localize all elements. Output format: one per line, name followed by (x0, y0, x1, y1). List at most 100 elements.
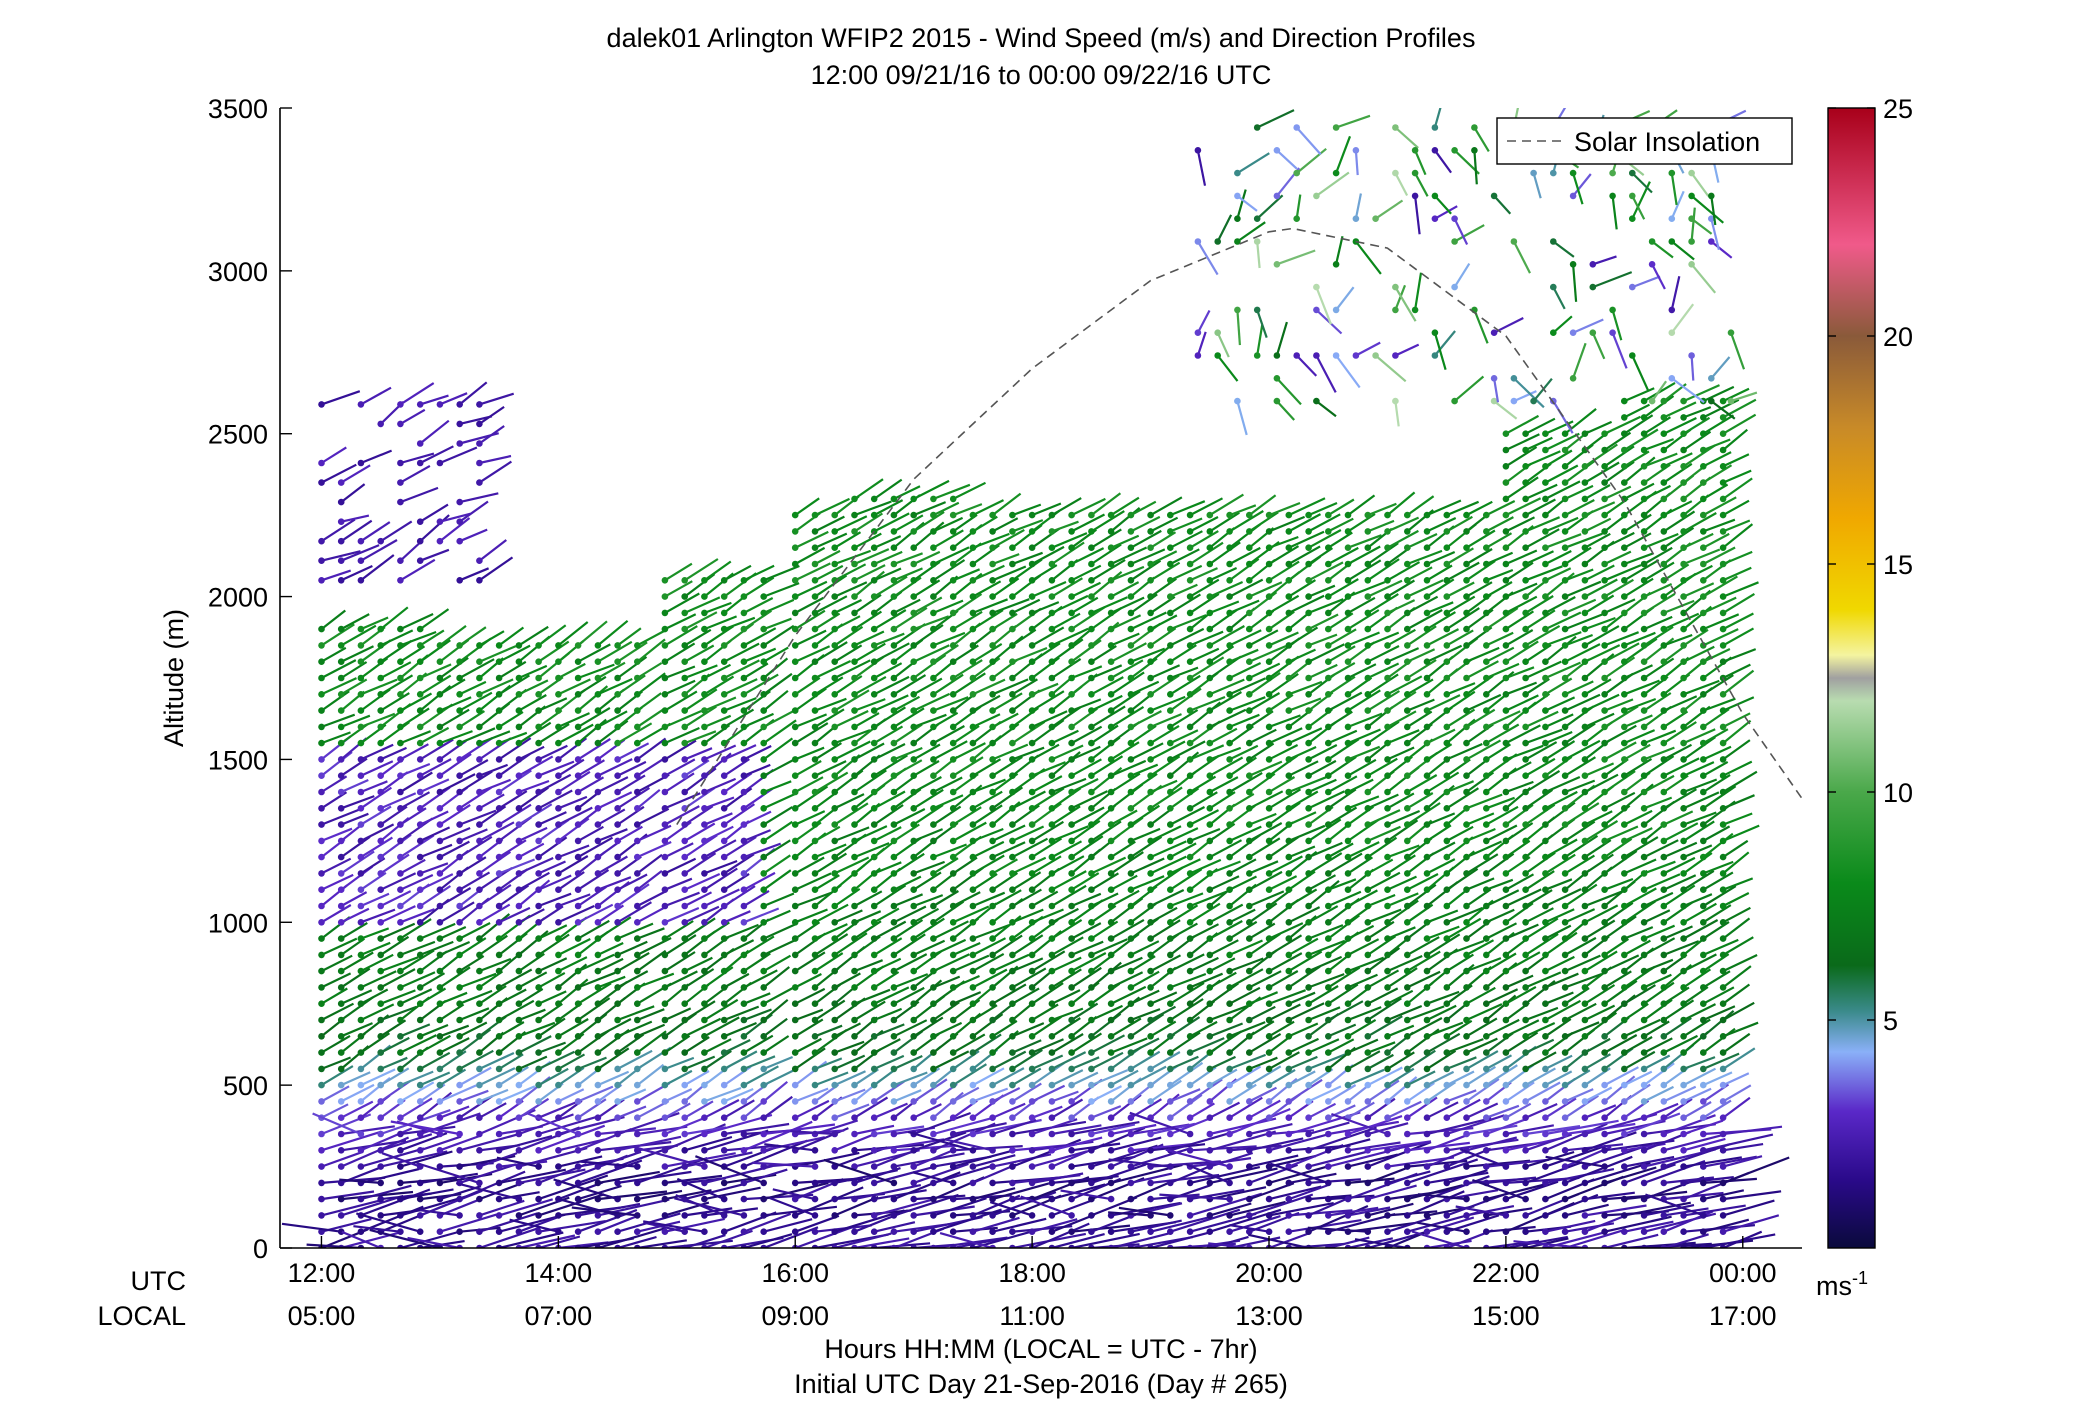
wind-barb-shaft (577, 1085, 614, 1103)
wind-barb-point (681, 691, 688, 698)
wind-barb-point (870, 674, 878, 682)
wind-barb-shaft (399, 692, 433, 712)
wind-barb-point (1364, 967, 1372, 975)
wind-barb-shaft (769, 1196, 816, 1217)
wind-barb-point (661, 593, 669, 600)
wind-barb-point (1246, 593, 1253, 600)
wind-barb-shaft (703, 663, 731, 679)
wind-barb-shaft (498, 1198, 554, 1217)
wind-barb-shaft (439, 1135, 480, 1152)
wind-barb-shaft (913, 760, 940, 777)
wind-barb-point (1285, 1130, 1293, 1138)
wind-barb-point (594, 1114, 602, 1121)
wind-barb-shaft (459, 1021, 488, 1038)
wind-barb-point (1443, 837, 1451, 845)
wind-barb-point (456, 853, 463, 861)
wind-barb-point (989, 837, 996, 845)
wind-barb-shaft (907, 1130, 974, 1152)
wind-barb-shaft (1130, 827, 1161, 842)
wind-barb-shaft (1308, 778, 1337, 794)
wind-barb-shaft (1426, 564, 1453, 582)
wind-barb-shaft (1031, 1062, 1065, 1087)
wind-barb-point (1305, 1130, 1312, 1138)
wind-barb-point (1384, 1179, 1391, 1187)
wind-barb-shaft (1020, 1195, 1072, 1217)
wind-barb-point (701, 625, 708, 633)
wind-barb-point (910, 739, 917, 747)
wind-barb-shaft (479, 763, 508, 777)
wind-barb-point (1443, 1179, 1451, 1187)
wind-barb-point (1364, 821, 1372, 828)
wind-barb-shaft (1110, 690, 1141, 712)
wind-barb-point (1265, 1065, 1273, 1073)
wind-barb-shaft (1051, 1069, 1084, 1087)
wind-barb-shaft (1090, 1051, 1124, 1070)
wind-barb-shaft (341, 1125, 395, 1136)
wind-barb-shaft (509, 1218, 559, 1233)
wind-barb-point (1364, 805, 1372, 812)
wind-barb-shaft (1288, 790, 1319, 810)
wind-barb-point (1443, 511, 1451, 519)
wind-barb-point (456, 870, 463, 877)
wind-barb-point (791, 919, 799, 926)
wind-barb-point (1325, 951, 1332, 959)
wind-barb-shaft (1051, 1007, 1084, 1022)
wind-barb-shaft (1051, 638, 1084, 663)
wind-barb-shaft (664, 891, 700, 908)
wind-barb-shaft (664, 758, 696, 777)
wind-barb-point (740, 707, 748, 714)
wind-barb-point (337, 870, 345, 877)
wind-barb-point (701, 837, 708, 845)
wind-barb-shaft (1051, 1051, 1087, 1070)
wind-barb-shaft (1051, 657, 1082, 679)
wind-barb-point (930, 528, 937, 535)
wind-barb-shaft (380, 1080, 411, 1103)
wind-barb-shaft (893, 674, 927, 696)
wind-barb-shaft (913, 713, 947, 728)
wind-barb-shaft (1031, 564, 1058, 582)
wind-barb-shaft (1347, 609, 1380, 631)
wind-barb-point (1443, 821, 1451, 828)
wind-barb-point (1265, 772, 1273, 779)
wind-barb-point (1344, 1163, 1352, 1170)
wind-barb-shaft (597, 957, 624, 973)
wind-barb-point (760, 870, 767, 877)
wind-barb-point (1384, 707, 1391, 714)
wind-barb-shaft (419, 810, 449, 826)
wind-barb-point (634, 967, 641, 975)
wind-barb-shaft (459, 1132, 521, 1152)
wind-barb-shaft (380, 890, 412, 907)
wind-barb-point (476, 691, 483, 698)
wind-barb-point (1364, 1081, 1372, 1089)
wind-barb-shaft (664, 920, 694, 940)
wind-barb-point (1167, 1065, 1174, 1073)
wind-barb-point (969, 772, 977, 779)
wind-barb-point (1423, 967, 1431, 975)
wind-barb-point (1305, 707, 1312, 714)
wind-barb-point (337, 837, 345, 845)
wind-barb-shaft (617, 970, 649, 989)
wind-barb-point (1305, 886, 1312, 893)
wind-barb-shaft (1426, 743, 1453, 761)
wind-barb-point (831, 658, 838, 665)
wind-barb-point (1206, 1179, 1214, 1187)
wind-barb-shaft (1130, 1123, 1190, 1136)
wind-barb-point (1305, 1228, 1312, 1235)
wind-barb-shaft (390, 1120, 460, 1136)
wind-barb-point (1206, 805, 1214, 812)
wind-barb-point (870, 967, 878, 975)
wind-barb-point (949, 821, 957, 828)
wind-barb-point (1443, 544, 1451, 551)
wind-barb-point (574, 707, 582, 714)
wind-barb-point (681, 756, 688, 763)
wind-barb-point (1048, 984, 1056, 991)
wind-barb-point (1384, 821, 1391, 828)
wind-barb-point (614, 739, 621, 747)
wind-barb-shaft (952, 1033, 986, 1054)
wind-barb-shaft (704, 1086, 742, 1103)
wind-barb-shaft (419, 1135, 462, 1152)
wind-barb-shaft (1051, 541, 1085, 565)
wind-barb-shaft (1426, 990, 1460, 1005)
wind-barb-point (969, 1033, 977, 1040)
